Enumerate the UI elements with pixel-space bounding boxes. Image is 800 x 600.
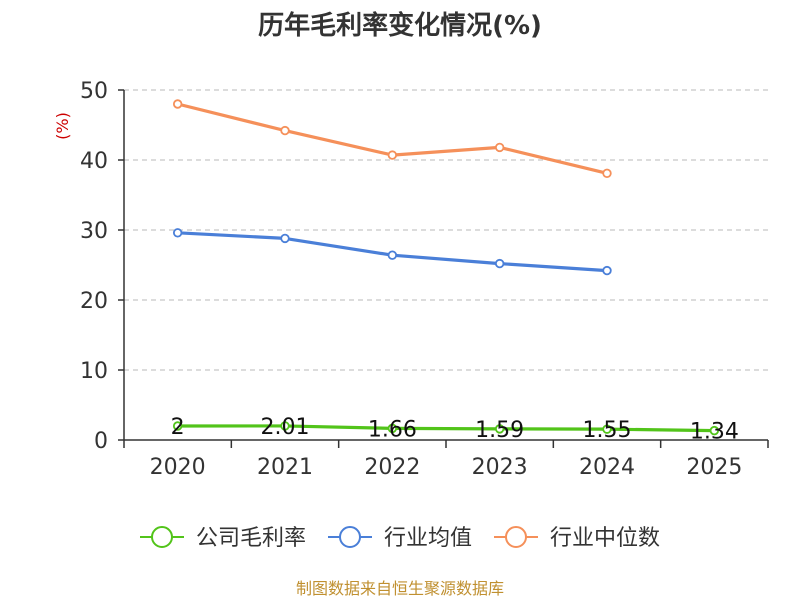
data-point [280, 421, 290, 431]
data-point [172, 99, 183, 109]
legend-marker [339, 526, 361, 548]
data-point [602, 424, 612, 434]
legend-item: 行业中位数 [494, 526, 660, 551]
y-tick-label: 30 [80, 219, 108, 244]
data-point [172, 421, 183, 431]
series-line [176, 424, 716, 433]
y-tick-label: 20 [80, 289, 108, 314]
legend-label: 行业中位数 [550, 526, 660, 551]
x-tick-label: 2020 [150, 455, 206, 480]
legend-label: 行业均值 [384, 526, 472, 551]
x-tick-label: 2021 [257, 455, 313, 480]
data-point [387, 250, 398, 260]
data-labels: 2 2.01 1.66 1.59 1.55 1.34 [171, 415, 739, 445]
data-label: 2 [171, 415, 185, 440]
data-label: 2.01 [261, 415, 310, 440]
data-point [494, 142, 505, 153]
data-point [602, 265, 612, 276]
y-tick-label: 50 [80, 79, 108, 104]
data-point [602, 168, 612, 178]
data-point [280, 125, 290, 136]
data-point [494, 424, 505, 434]
grid [124, 89, 768, 371]
axes: 0 10 20 30 40 50 2020 2021 2022 2023 2024 2025 [80, 79, 769, 480]
source-note: 制图数据来自恒生聚源数据库 [296, 579, 504, 598]
x-tick-label: 2022 [364, 455, 420, 480]
legend: 公司毛利率 行业均值 行业中位数 [140, 526, 660, 551]
data-point [709, 425, 720, 436]
series-line [176, 102, 609, 175]
legend-item: 行业均值 [328, 526, 472, 551]
y-axis-label: (%) [53, 112, 72, 140]
legend-label: 公司毛利率 [196, 526, 306, 551]
legend-marker [151, 526, 173, 548]
data-label: 1.59 [475, 418, 524, 443]
y-tick-label: 40 [80, 149, 108, 174]
chart-title: 历年毛利率变化情况(%) [258, 10, 542, 41]
data-label: 1.66 [368, 417, 417, 442]
y-tick-label: 0 [94, 429, 108, 454]
x-tick-label: 2023 [472, 455, 528, 480]
data-label: 1.34 [690, 420, 739, 445]
data-point [494, 258, 505, 269]
data-point [387, 150, 398, 160]
x-tick-label: 2024 [579, 455, 635, 480]
data-label: 1.55 [583, 418, 632, 443]
y-tick-label: 10 [80, 359, 108, 384]
legend-marker [505, 526, 527, 548]
data-point [172, 228, 183, 238]
data-point [387, 423, 398, 434]
x-tick-label: 2025 [686, 455, 742, 480]
data-point [280, 233, 290, 244]
legend-item: 公司毛利率 [140, 526, 306, 551]
series [172, 99, 720, 436]
